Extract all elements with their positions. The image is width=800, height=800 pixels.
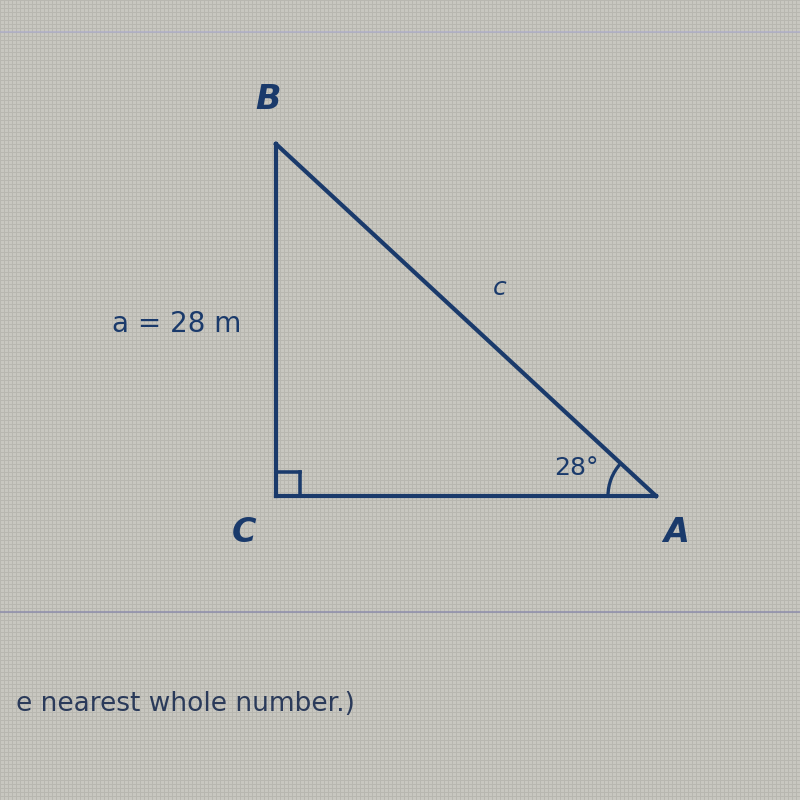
Text: c: c bbox=[493, 276, 507, 300]
Text: 28°: 28° bbox=[554, 456, 598, 480]
Text: e nearest whole number.): e nearest whole number.) bbox=[16, 691, 355, 717]
Text: a = 28 m: a = 28 m bbox=[112, 310, 242, 338]
Text: A: A bbox=[663, 516, 689, 549]
Text: B: B bbox=[255, 83, 281, 116]
Text: C: C bbox=[232, 516, 256, 549]
